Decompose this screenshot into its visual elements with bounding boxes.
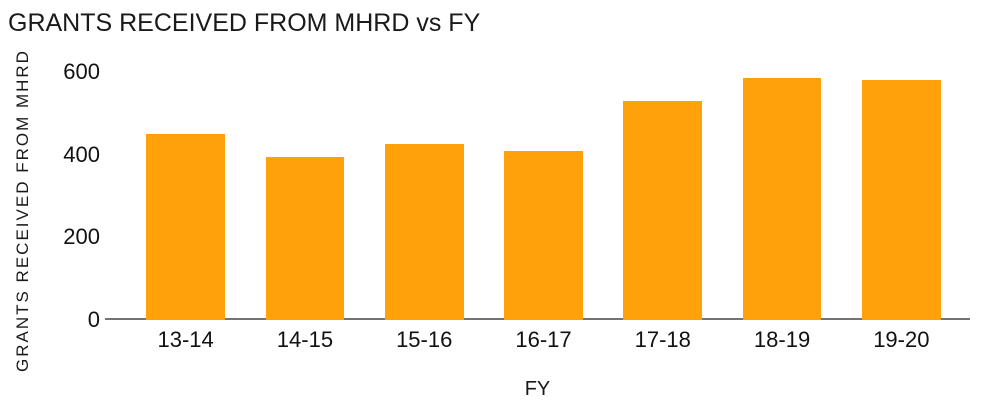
y-axis-ticks: 0 200 400 600	[0, 0, 100, 412]
y-tick-label: 400	[63, 141, 100, 167]
x-tick-label: 14-15	[276, 327, 334, 352]
x-tick-label: 17-18	[634, 327, 691, 352]
x-tick-label: 13-14	[157, 327, 214, 352]
bar-slot	[365, 72, 484, 320]
bar-slot	[842, 72, 961, 320]
bar-slot	[603, 72, 722, 320]
x-tick-label: 16-17	[515, 327, 572, 352]
bar-19-20	[861, 80, 941, 320]
x-tick-label: 18-19	[753, 327, 811, 352]
chart-title: GRANTS RECEIVED FROM MHRD vs FY	[8, 9, 481, 37]
bar-18-19	[742, 78, 822, 320]
bar-14-15	[265, 156, 345, 320]
bar-17-18	[623, 100, 703, 320]
y-tick-label: 200	[63, 224, 100, 250]
x-axis-labels: 13-14 14-15 15-16 16-17 17-18 18-19 19-20	[126, 328, 961, 352]
bar-slot	[484, 72, 603, 320]
y-tick-label: 600	[63, 59, 100, 84]
x-tick-label: 15-16	[396, 327, 453, 352]
bar-13-14	[146, 134, 225, 320]
bar-slot	[245, 72, 364, 320]
bar-15-16	[384, 144, 464, 320]
x-tick-label: 19-20	[873, 327, 930, 352]
y-tick-label: 0	[87, 307, 100, 332]
bar-slot	[722, 72, 841, 320]
x-axis-title: FY	[524, 378, 551, 400]
plot-area	[126, 72, 961, 320]
bar-16-17	[504, 150, 583, 320]
bar-slot	[126, 72, 245, 320]
